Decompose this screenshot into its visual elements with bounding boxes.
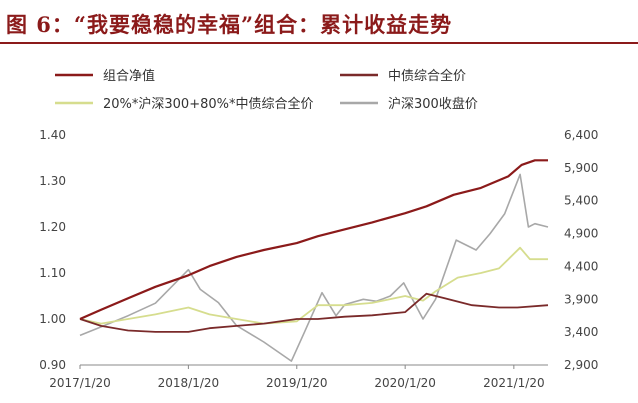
y-left-tick-label: 1.00	[39, 312, 66, 326]
legend-label: 中债综合全价	[388, 68, 466, 84]
x-tick-label: 2021/1/20	[483, 376, 545, 390]
series-line-0	[79, 159, 548, 321]
x-tick-label: 2018/1/20	[158, 376, 220, 390]
x-tick-label: 2020/1/20	[374, 376, 436, 390]
y-left-tick-label: 1.30	[39, 174, 66, 188]
y-right-tick-label: 3,900	[564, 292, 598, 306]
y-right-tick-label: 6,400	[564, 128, 598, 142]
y-right-tick-label: 2,900	[564, 358, 598, 372]
legend-label: 20%*沪深300+80%*中债综合全价	[103, 96, 314, 112]
y-axis-right: 2,900 3,400 3,900 4,400 4,900 5,400 5,900 6,400	[564, 128, 598, 372]
title-underline	[0, 42, 638, 44]
y-right-tick-label: 3,400	[564, 325, 598, 339]
y-left-tick-label: 1.40	[39, 128, 66, 142]
figure-title-bar: 图 6：“我要稳稳的幸福”组合：累计收益走势	[0, 0, 638, 44]
figure-title: 图 6：“我要稳稳的幸福”组合：累计收益走势	[6, 12, 453, 37]
y-left-tick-label: 0.90	[39, 358, 66, 372]
x-tick-label: 2019/1/20	[266, 376, 328, 390]
series-line-2	[79, 246, 548, 325]
legend-label: 沪深300收盘价	[388, 96, 478, 112]
y-right-tick-label: 4,900	[564, 227, 598, 241]
y-left-tick-label: 1.20	[39, 220, 66, 234]
y-left-tick-label: 1.10	[39, 266, 66, 280]
legend-label: 组合净值	[103, 68, 155, 84]
series-line-1	[79, 292, 549, 333]
x-axis: 2017/1/20 2018/1/20 2019/1/20 2020/1/20 2021…	[49, 364, 548, 390]
y-right-tick-label: 5,900	[564, 161, 598, 175]
series-lines	[79, 159, 549, 362]
y-axis-left: 0.90 1.00 1.10 1.20 1.30 1.40	[39, 128, 66, 372]
y-right-tick-label: 4,400	[564, 259, 598, 273]
y-right-tick-label: 5,400	[564, 194, 598, 208]
chart-legend: 组合净值 中债综合全价 20%*沪深300+80%*中债综合全价 沪深300收盘价	[55, 68, 478, 112]
series-line-3	[79, 173, 549, 362]
x-tick-label: 2017/1/20	[49, 376, 111, 390]
